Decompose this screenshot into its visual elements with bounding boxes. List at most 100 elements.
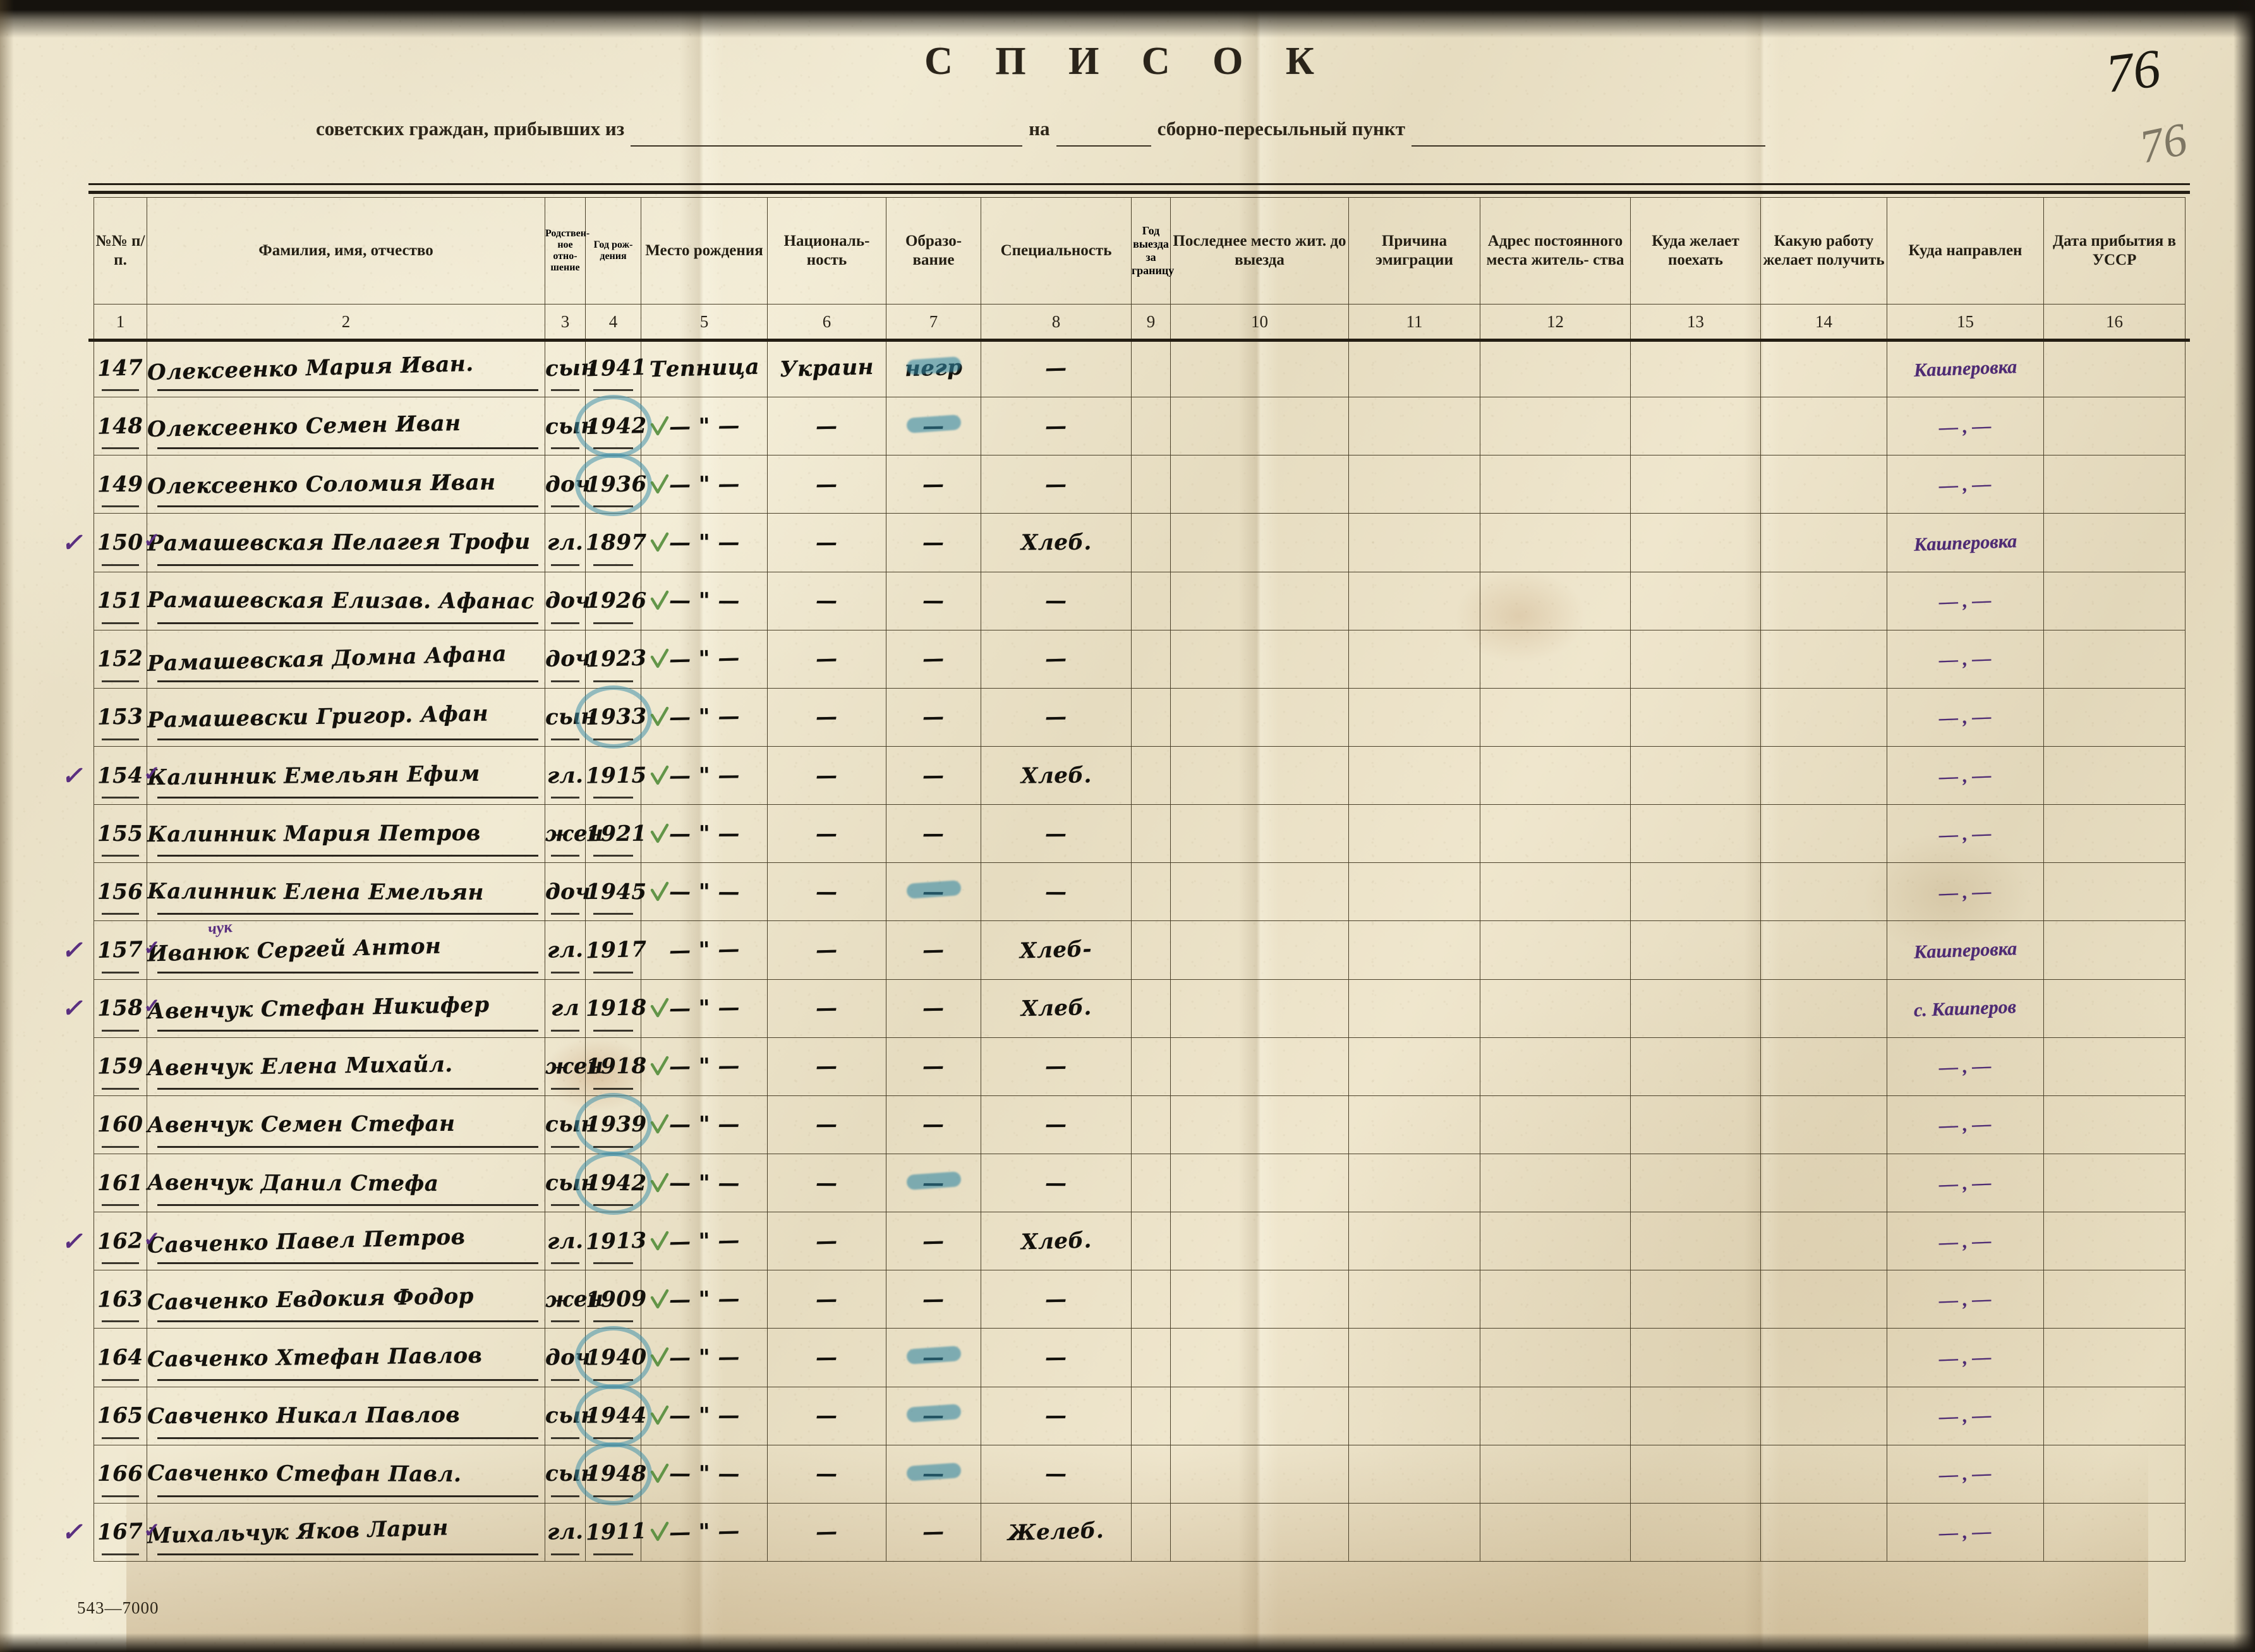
cell-arrival-date — [2043, 687, 2185, 747]
cell-nationality: Украин — [767, 338, 886, 398]
archivist-check-icon — [650, 1231, 669, 1252]
cell-birth-place: — " — — [641, 1328, 768, 1387]
col-index-14: 14 — [1760, 304, 1887, 339]
cell-directed-to: — , — — [1887, 1212, 2044, 1271]
cell-specialty-text: — — [1044, 1286, 1068, 1313]
cell-nationality-text: — — [815, 413, 838, 440]
cell-specialty-text: Желеб. — [1007, 1518, 1105, 1546]
cell-directed-to: — , — — [1887, 1386, 2044, 1445]
cell-emigration-reason — [1348, 862, 1480, 922]
cell-specialty: Хлеб. — [981, 979, 1132, 1038]
cell-emigration-reason — [1348, 1386, 1480, 1445]
cell-fullname: Савченко Павел Петров ✓ — [143, 1212, 545, 1271]
cell-relation-text: доч — [545, 588, 591, 614]
cell-emigration-reason — [1348, 1212, 1480, 1271]
cell-fullname-text: Савченко Евдокия Фодор — [147, 1283, 475, 1315]
cell-birth-year-text: 1944 — [585, 1402, 647, 1429]
cell-nationality: — — [767, 455, 886, 514]
cell-birth-place: Тепница — [641, 338, 768, 398]
cell-row-number: 155 — [94, 804, 147, 864]
cell-desired-work — [1760, 1502, 1887, 1562]
cell-education-text: — — [922, 1170, 945, 1196]
cell-fullname-text: Рамашевская Домна Афана — [147, 641, 507, 677]
cell-desired-destination — [1630, 513, 1761, 572]
cell-row-number: 154 ✓ — [61, 745, 147, 805]
cell-row-number: 166 — [94, 1444, 147, 1504]
cell-directed-to-text: — , — — [1938, 881, 1992, 904]
cell-specialty-text: Хлеб. — [1020, 994, 1092, 1022]
cell-nationality-text: — — [816, 1170, 838, 1196]
cell-nationality-text: — — [815, 704, 838, 730]
page-edge-top — [0, 0, 2255, 38]
cell-nationality: — — [767, 571, 886, 630]
cell-education-text: — — [922, 1461, 945, 1487]
cell-birth-place: — " — — [641, 920, 768, 980]
cell-directed-to: — , — — [1887, 1037, 2044, 1096]
cell-specialty-text: — — [1045, 1054, 1067, 1080]
table-row: 166 Савченко Стефан Павл. сын 1948 — " — — — — —… — [94, 1442, 2185, 1506]
col-index-1: 1 — [94, 304, 147, 339]
archivist-margin-check-icon: ✓ — [61, 761, 83, 790]
cell-birth-place: — " — — [641, 687, 768, 747]
cell-education-text: — — [922, 763, 945, 788]
cell-permanent-address — [1480, 979, 1631, 1038]
cell-last-residence — [1170, 1444, 1349, 1504]
cell-departure-year — [1131, 513, 1171, 572]
cell-relation-text: гл. — [547, 763, 584, 788]
cell-birth-year: 1942 — [574, 394, 652, 458]
cell-emigration-reason — [1348, 1037, 1480, 1096]
archivist-check-icon — [650, 416, 669, 437]
cell-permanent-address — [1480, 629, 1631, 689]
cell-birth-place: — " — — [641, 862, 768, 922]
cell-specialty-text: — — [1045, 821, 1067, 847]
cell-birth-year: 1933 — [574, 685, 652, 749]
cell-education-text: — — [922, 1403, 945, 1429]
cell-desired-destination — [1630, 571, 1761, 630]
cell-nationality: — — [767, 745, 886, 805]
cell-relation: сын — [545, 1386, 597, 1445]
cell-desired-work — [1760, 513, 1887, 572]
cell-permanent-address — [1480, 1444, 1631, 1504]
col-index-15: 15 — [1887, 304, 2044, 339]
cell-nationality: — — [767, 687, 886, 747]
cell-nationality-text: — — [815, 937, 838, 963]
cell-arrival-date — [2043, 745, 2185, 805]
cell-row-number-text: 163 — [97, 1286, 144, 1313]
table-row: 159 Авенчук Елена Михайл. жен 1918 — " — — — — —… — [94, 1037, 2185, 1096]
cell-departure-year — [1131, 862, 1171, 922]
col-header-specialty: Специальность — [981, 197, 1132, 304]
cell-last-residence — [1170, 1095, 1349, 1154]
cell-birth-year-text: 1915 — [585, 762, 647, 789]
cell-row-number-text: 150 — [97, 529, 143, 556]
cell-emigration-reason — [1348, 979, 1480, 1038]
cell-arrival-date — [2043, 920, 2185, 980]
table-row: 150 ✓ Рамашевская Пелагея Трофи ✓ гл. 1897 — "… — [61, 513, 2185, 572]
cell-row-number: 159 — [94, 1037, 147, 1096]
cell-nationality-text: — — [816, 1054, 838, 1080]
col-index-3: 3 — [545, 304, 586, 339]
table-row: 157 ✓ Иванюк Сергей Антон ✓ чук гл. 1917 — " — —… — [61, 917, 2185, 980]
cell-specialty-text: — — [1045, 1170, 1067, 1196]
cell-birth-place: — " — — [641, 629, 768, 689]
cell-specialty-text: — — [1045, 1112, 1067, 1138]
cell-row-number: 162 ✓ — [61, 1212, 147, 1271]
cell-row-number-text: 167 — [97, 1519, 144, 1546]
cell-nationality: — — [767, 1502, 886, 1562]
cell-permanent-address — [1480, 1386, 1631, 1445]
registry-table-wrapper: №№ п/п. Фамилия, имя, отчество Родствен-… — [61, 183, 2190, 1562]
cell-birth-place: — " — — [641, 513, 768, 572]
cell-education-text: негр — [904, 354, 963, 382]
cell-desired-destination — [1630, 745, 1761, 805]
cell-emigration-reason — [1348, 1153, 1480, 1213]
cell-specialty: Хлеб- — [981, 920, 1132, 980]
cell-specialty: — — [981, 397, 1132, 456]
cell-directed-to: — , — — [1887, 571, 2044, 630]
cell-fullname-text: Авенчук Елена Михайл. — [147, 1052, 453, 1082]
cell-birth-year: 1918 — [585, 1037, 647, 1096]
cell-specialty-text: — — [1044, 704, 1068, 730]
cell-directed-to-text: — , — — [1938, 1172, 1992, 1195]
cell-birth-year: 1945 — [585, 862, 647, 922]
cell-birth-place: — " — — [641, 1386, 768, 1445]
cell-desired-destination — [1630, 1328, 1761, 1387]
cell-birth-year: 1921 — [585, 804, 647, 864]
